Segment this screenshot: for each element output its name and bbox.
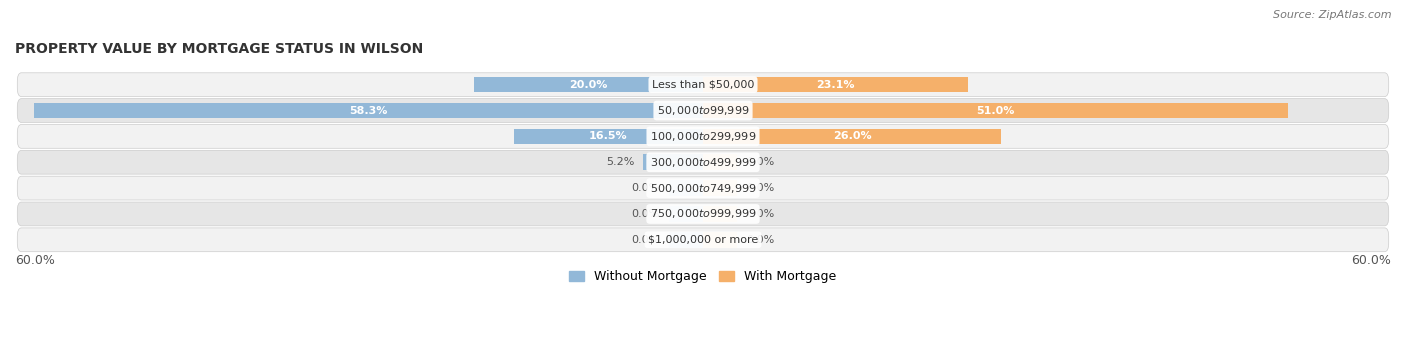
FancyBboxPatch shape: [17, 228, 1389, 252]
Bar: [703, 154, 737, 170]
Bar: [703, 77, 967, 92]
Bar: [474, 77, 703, 92]
Text: 26.0%: 26.0%: [832, 131, 872, 142]
Bar: [703, 206, 737, 222]
Text: $100,000 to $299,999: $100,000 to $299,999: [650, 130, 756, 143]
Bar: [669, 206, 703, 222]
Legend: Without Mortgage, With Mortgage: Without Mortgage, With Mortgage: [564, 265, 842, 288]
Text: Less than $50,000: Less than $50,000: [652, 80, 754, 90]
Text: Source: ZipAtlas.com: Source: ZipAtlas.com: [1274, 10, 1392, 20]
Text: 0.0%: 0.0%: [747, 235, 775, 245]
Text: 58.3%: 58.3%: [350, 105, 388, 116]
FancyBboxPatch shape: [17, 202, 1389, 226]
Bar: [513, 129, 703, 144]
Text: 16.5%: 16.5%: [589, 131, 627, 142]
Bar: [703, 103, 1288, 118]
Text: 0.0%: 0.0%: [747, 209, 775, 219]
Text: 23.1%: 23.1%: [817, 80, 855, 90]
Text: $50,000 to $99,999: $50,000 to $99,999: [657, 104, 749, 117]
FancyBboxPatch shape: [17, 124, 1389, 148]
Text: 5.2%: 5.2%: [606, 157, 634, 167]
Text: 0.0%: 0.0%: [631, 183, 659, 193]
Text: 60.0%: 60.0%: [1351, 254, 1391, 267]
FancyBboxPatch shape: [17, 176, 1389, 200]
Bar: [669, 232, 703, 248]
Text: $750,000 to $999,999: $750,000 to $999,999: [650, 207, 756, 220]
Bar: [703, 232, 737, 248]
FancyBboxPatch shape: [17, 150, 1389, 174]
FancyBboxPatch shape: [17, 73, 1389, 97]
Text: 0.0%: 0.0%: [631, 209, 659, 219]
Text: 0.0%: 0.0%: [747, 157, 775, 167]
Bar: [35, 103, 703, 118]
Bar: [703, 180, 737, 196]
Text: 20.0%: 20.0%: [569, 80, 607, 90]
Text: 0.0%: 0.0%: [747, 183, 775, 193]
Text: 60.0%: 60.0%: [15, 254, 55, 267]
Text: $500,000 to $749,999: $500,000 to $749,999: [650, 182, 756, 195]
FancyBboxPatch shape: [17, 99, 1389, 122]
Text: 0.0%: 0.0%: [631, 235, 659, 245]
Bar: [669, 180, 703, 196]
Text: $300,000 to $499,999: $300,000 to $499,999: [650, 156, 756, 169]
Text: $1,000,000 or more: $1,000,000 or more: [648, 235, 758, 245]
Bar: [703, 129, 1001, 144]
Bar: [644, 154, 703, 170]
Text: PROPERTY VALUE BY MORTGAGE STATUS IN WILSON: PROPERTY VALUE BY MORTGAGE STATUS IN WIL…: [15, 42, 423, 56]
Text: 51.0%: 51.0%: [976, 105, 1015, 116]
